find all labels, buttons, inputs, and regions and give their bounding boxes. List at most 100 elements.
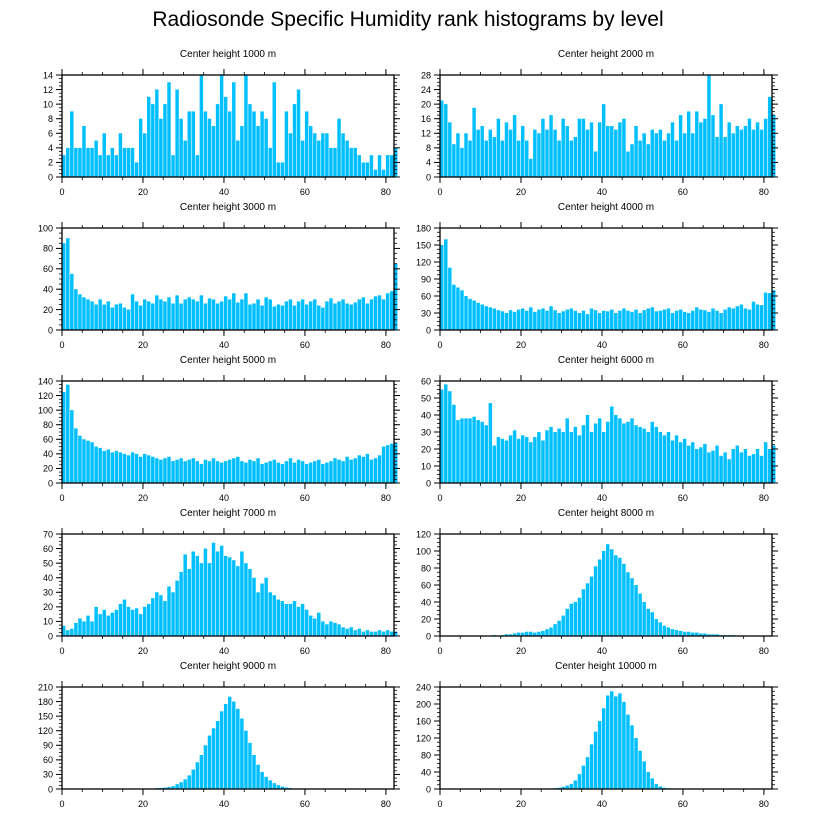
y-tick-label: 0	[48, 172, 53, 182]
x-tick-label: 80	[381, 799, 391, 809]
histogram-bar	[610, 406, 614, 483]
histogram-bar	[504, 313, 509, 330]
histogram-bar	[122, 147, 127, 177]
histogram-bar	[175, 784, 179, 789]
histogram-bar	[268, 780, 272, 789]
x-tick-label: 0	[437, 799, 442, 809]
histogram-panel: Center height 9000 m 0 30 60 90 120 150 180 210 0…	[38, 661, 400, 809]
histogram-bar	[203, 548, 208, 636]
histogram-bar	[333, 458, 337, 483]
histogram-bar	[492, 136, 497, 177]
histogram-bar	[472, 416, 476, 483]
histogram-panel: Center height 7000 m 0 10 20 30 40 50 60 70 0 20 40…	[43, 508, 400, 656]
y-tick-label: 0	[426, 325, 431, 335]
histogram-bar	[86, 440, 90, 483]
histogram-bar	[142, 133, 147, 177]
histogram-bar	[70, 628, 74, 636]
y-tick-label: 40	[43, 285, 53, 295]
histogram-bar	[529, 442, 533, 483]
histogram-bar	[597, 721, 602, 789]
histogram-bar	[329, 621, 333, 636]
histogram-bar	[94, 140, 98, 177]
x-tick-label: 80	[381, 187, 391, 197]
histogram-bar	[674, 310, 679, 330]
histogram-bar	[468, 298, 472, 330]
histogram-bar	[731, 449, 735, 483]
histogram-bar	[211, 299, 216, 330]
histogram-bar	[464, 133, 468, 177]
histogram-bar	[553, 310, 557, 330]
histogram-bar	[357, 455, 362, 483]
histogram-bar	[118, 133, 123, 177]
histogram-bar	[767, 96, 772, 177]
histogram-bar	[171, 461, 175, 483]
histogram-bar	[577, 597, 582, 636]
histogram-bar	[313, 461, 317, 483]
histogram-bar	[337, 118, 341, 177]
histogram-panel: Center height 1000 m 0 2 4 6 8 10 12 14 0 20 40 60 80	[43, 49, 400, 197]
histogram-bar	[385, 630, 390, 636]
panel-title: Center height 3000 m	[180, 202, 276, 213]
histogram-bar	[365, 162, 370, 177]
histogram-bar	[715, 310, 719, 330]
histogram-bar	[244, 563, 248, 636]
histogram-bar	[512, 430, 517, 483]
histogram-bar	[381, 169, 386, 177]
histogram-bar	[650, 612, 654, 636]
histogram-bar	[171, 786, 175, 789]
histogram-bar	[252, 461, 256, 483]
histogram-bar	[460, 147, 464, 177]
histogram-bar	[300, 299, 305, 330]
histogram-bar	[452, 404, 456, 483]
histogram-bar	[549, 627, 553, 636]
histogram-bar	[561, 615, 565, 636]
x-tick-label: 0	[437, 646, 442, 656]
histogram-bar	[743, 449, 748, 483]
histogram-bar	[284, 787, 289, 789]
histogram-bar	[341, 133, 345, 177]
histogram-bar	[508, 435, 513, 483]
histogram-bar	[512, 633, 517, 636]
histogram-bar	[686, 631, 691, 636]
histogram-bar	[167, 586, 171, 636]
histogram-bar	[464, 418, 468, 483]
histogram-bar	[634, 738, 638, 789]
panel-title: Center height 6000 m	[558, 355, 654, 366]
y-tick-label: 120	[416, 733, 431, 743]
histogram-bar	[353, 458, 357, 483]
histogram-bar	[630, 578, 634, 636]
histogram-bar	[163, 601, 167, 636]
histogram-bar	[626, 151, 630, 177]
histogram-bar	[337, 624, 341, 636]
histogram-bar	[308, 126, 313, 177]
y-tick-label: 8	[426, 143, 431, 153]
histogram-bar	[691, 133, 695, 177]
histogram-bar	[630, 144, 634, 177]
histogram-bar	[268, 299, 272, 330]
histogram-bar	[304, 304, 309, 330]
panel-title: Center height 2000 m	[558, 49, 654, 60]
histogram-bar	[62, 391, 66, 483]
histogram-bar	[573, 780, 578, 789]
y-tick-label: 24	[421, 85, 431, 95]
y-tick-label: 20	[43, 602, 53, 612]
histogram-bar	[719, 313, 723, 330]
panel-title: Center height 10000 m	[555, 661, 657, 672]
histogram-bar	[102, 609, 106, 636]
histogram-bar	[772, 115, 776, 177]
histogram-bar	[284, 301, 289, 330]
histogram-panel: Center height 2000 m 0 4 8 12 16 20 24 28 0 20 40 60…	[421, 49, 778, 197]
histogram-bar	[492, 445, 497, 483]
histogram-bar	[557, 313, 561, 330]
histogram-bar	[167, 787, 171, 789]
histogram-bar	[389, 155, 394, 177]
histogram-bar	[614, 696, 618, 789]
x-tick-label: 60	[300, 187, 310, 197]
histogram-bar	[191, 299, 196, 330]
histogram-bar	[484, 140, 488, 177]
histogram-bar	[670, 313, 675, 330]
histogram-bar	[707, 634, 711, 636]
histogram-bar	[248, 742, 252, 789]
histogram-bar	[444, 384, 448, 483]
histogram-bar	[512, 115, 517, 177]
